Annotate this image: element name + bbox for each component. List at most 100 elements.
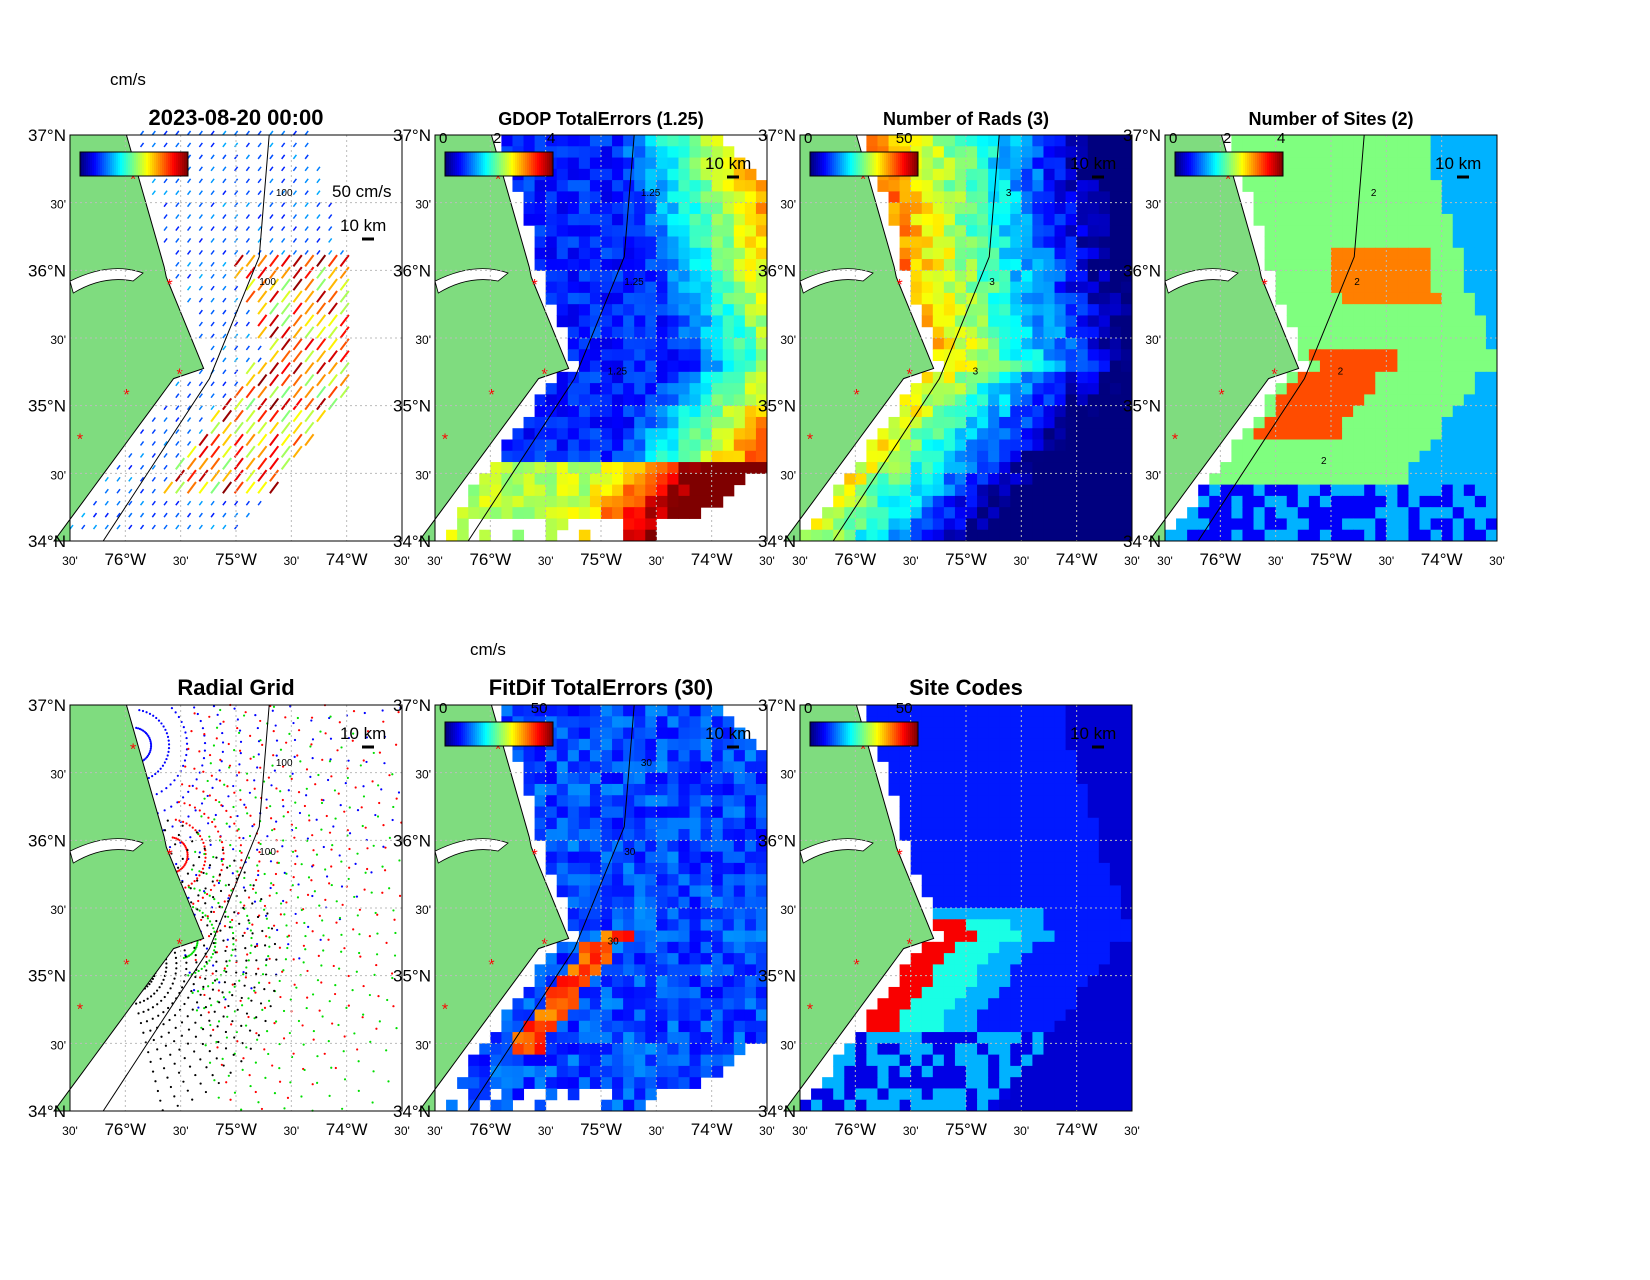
heatmap-cell — [667, 417, 679, 429]
radial-grid-point — [243, 886, 245, 888]
radial-grid-point — [226, 866, 228, 868]
heatmap-cell — [690, 248, 702, 260]
heatmap-cell — [1342, 203, 1354, 215]
radial-grid-point — [210, 911, 212, 913]
radial-grid-point — [211, 821, 213, 823]
heatmap-cell — [966, 146, 978, 158]
colorbar-swatch — [1177, 152, 1179, 176]
heatmap-cell — [723, 338, 735, 350]
radial-grid-point — [286, 947, 288, 949]
colorbar-swatch — [856, 152, 858, 176]
heatmap-cell — [601, 807, 613, 819]
heatmap-cell — [656, 485, 668, 497]
heatmap-cell — [568, 750, 580, 762]
heatmap-cell — [1043, 406, 1055, 418]
radial-grid-point — [255, 959, 257, 961]
radial-grid-point — [346, 767, 348, 769]
heatmap-cell — [1386, 315, 1398, 327]
heatmap-cell — [601, 383, 613, 395]
heatmap-cell — [1420, 146, 1432, 158]
colorbar-swatch — [882, 152, 884, 176]
heatmap-cell — [690, 750, 702, 762]
radial-grid-point — [395, 1027, 397, 1029]
heatmap-cell — [1309, 372, 1321, 384]
heatmap-cell — [612, 874, 624, 886]
heatmap-cell — [1099, 440, 1111, 452]
heatmap-cell — [1397, 180, 1409, 192]
heatmap-cell — [1110, 507, 1122, 519]
heatmap-cell — [922, 293, 934, 305]
heatmap-cell — [512, 705, 524, 717]
heatmap-cell — [1342, 180, 1354, 192]
heatmap-cell — [1309, 225, 1321, 237]
heatmap-cell — [667, 383, 679, 395]
heatmap-cell — [656, 214, 668, 226]
x-tick-label: 75°W — [580, 550, 622, 569]
heatmap-cell — [955, 530, 967, 542]
radial-grid-point — [233, 860, 235, 862]
heatmap-cell — [701, 761, 713, 773]
heatmap-cell — [1010, 225, 1022, 237]
heatmap-cell — [756, 428, 768, 440]
radial-grid-point — [310, 719, 312, 721]
radial-grid-point — [240, 1060, 242, 1062]
heatmap-cell — [756, 361, 768, 373]
radial-grid-point — [161, 983, 163, 985]
colorbar-swatch — [180, 152, 182, 176]
heatmap-cell — [1397, 349, 1409, 361]
heatmap-cell — [601, 784, 613, 796]
radial-grid-point — [253, 884, 255, 886]
radial-grid-point — [259, 843, 261, 845]
heatmap-cell — [1442, 507, 1454, 519]
heatmap-cell — [690, 761, 702, 773]
heatmap-cell — [1408, 496, 1420, 508]
heatmap-cell — [723, 750, 735, 762]
heatmap-cell — [1364, 282, 1376, 294]
heatmap-cell — [944, 169, 956, 181]
radial-grid-point — [329, 1000, 331, 1002]
heatmap-cell — [678, 135, 690, 147]
heatmap-cell — [690, 315, 702, 327]
heatmap-cell — [955, 338, 967, 350]
radial-grid-point — [316, 854, 318, 856]
heatmap-cell — [734, 863, 746, 875]
heatmap-cell — [1420, 349, 1432, 361]
heatmap-cell — [712, 383, 724, 395]
radial-grid-point — [257, 870, 259, 872]
heatmap-cell — [557, 304, 569, 316]
radial-grid-point — [329, 716, 331, 718]
radial-grid-point — [377, 815, 379, 817]
heatmap-cell — [988, 518, 1000, 530]
heatmap-cell — [1442, 259, 1454, 271]
heatmap-cell — [999, 146, 1011, 158]
heatmap-cell — [590, 361, 602, 373]
radial-grid-point — [348, 975, 350, 977]
heatmap-cell — [546, 795, 558, 807]
heatmap-cell — [1242, 451, 1254, 463]
heatmap-cell — [678, 180, 690, 192]
heatmap-cell — [1077, 440, 1089, 452]
heatmap-cell — [1110, 451, 1122, 463]
heatmap-cell — [678, 225, 690, 237]
heatmap-cell — [1121, 485, 1133, 497]
radial-grid-point — [205, 1044, 207, 1046]
radial-grid-point — [256, 1039, 258, 1041]
distance-scale-label: 10 km — [1435, 154, 1481, 173]
heatmap-cell — [966, 180, 978, 192]
y-tick-label: 30' — [1145, 468, 1161, 482]
y-tick-label: 30' — [1145, 198, 1161, 212]
heatmap-cell — [667, 507, 679, 519]
heatmap-cell — [1088, 440, 1100, 452]
radial-grid-point — [363, 889, 365, 891]
heatmap-cell — [1055, 180, 1067, 192]
heatmap-cell — [723, 361, 735, 373]
heatmap-cell — [1298, 237, 1310, 249]
heatmap-cell — [756, 349, 768, 361]
heatmap-cell — [734, 406, 746, 418]
radial-grid-point — [250, 929, 252, 931]
heatmap-cell — [535, 214, 547, 226]
heatmap-cell — [634, 259, 646, 271]
heatmap-cell — [690, 361, 702, 373]
heatmap-cell — [977, 440, 989, 452]
heatmap-cell — [712, 440, 724, 452]
